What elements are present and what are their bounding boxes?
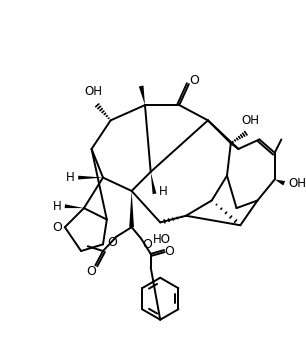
Polygon shape [78, 176, 103, 179]
Text: O: O [52, 221, 62, 234]
Text: O: O [142, 238, 152, 251]
Text: O: O [190, 74, 200, 87]
Text: OH: OH [241, 114, 259, 127]
Polygon shape [151, 172, 156, 194]
Text: H: H [53, 200, 62, 213]
Polygon shape [275, 179, 285, 186]
Text: OH: OH [288, 177, 306, 190]
Text: O: O [87, 265, 96, 277]
Polygon shape [139, 86, 145, 105]
Polygon shape [65, 204, 84, 208]
Text: H: H [159, 185, 167, 198]
Text: OH: OH [84, 85, 103, 98]
Text: H: H [66, 171, 75, 184]
Text: HO: HO [153, 233, 171, 246]
Text: O: O [164, 245, 174, 259]
Polygon shape [129, 191, 134, 227]
Text: O: O [108, 236, 118, 249]
